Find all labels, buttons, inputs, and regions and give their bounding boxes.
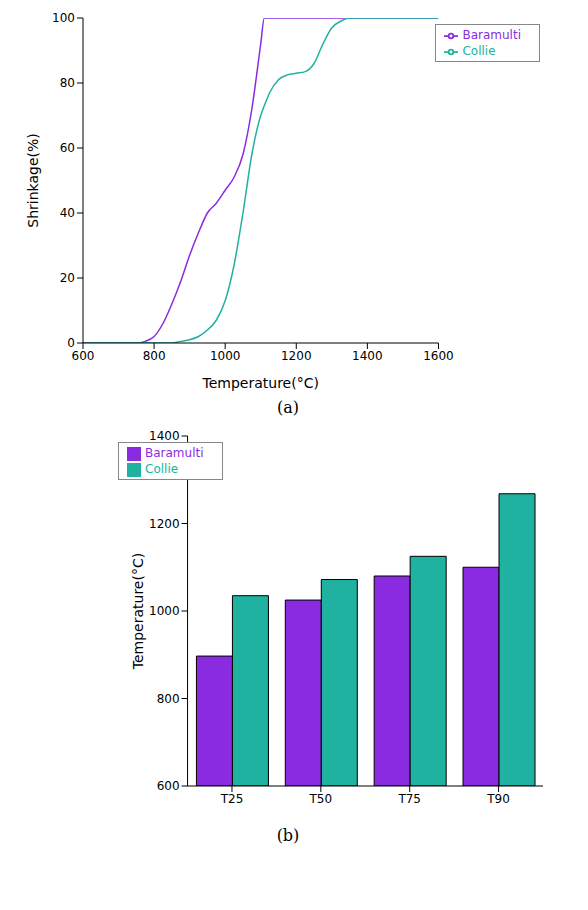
- html-text:Collie: Collie: [462, 44, 496, 58]
- svg-text:600: 600: [72, 349, 95, 363]
- svg-text:1000: 1000: [149, 604, 180, 618]
- svg-text:800: 800: [157, 692, 180, 706]
- svg-text:T50: T50: [309, 792, 333, 806]
- html-text:(a): (a): [277, 398, 299, 417]
- svg-text:20: 20: [60, 271, 75, 285]
- svg-text:Shrinkage(%): Shrinkage(%): [25, 133, 41, 227]
- svg-text:1400: 1400: [352, 349, 383, 363]
- svg-text:Temperature(°C): Temperature(°C): [202, 375, 319, 391]
- svg-text:T90: T90: [486, 792, 510, 806]
- svg-text:1600: 1600: [423, 349, 454, 363]
- svg-text:Temperature(°C): Temperature(°C): [130, 553, 146, 670]
- svg-text:1000: 1000: [210, 349, 241, 363]
- svg-text:1200: 1200: [149, 517, 180, 531]
- svg-text:1400: 1400: [149, 429, 180, 443]
- html-text:Baramulti: Baramulti: [145, 446, 204, 460]
- svg-text:T25: T25: [220, 792, 244, 806]
- svg-text:0: 0: [67, 336, 75, 350]
- svg-text:100: 100: [52, 11, 75, 25]
- html-text:Baramulti: Baramulti: [462, 28, 521, 42]
- svg-text:60: 60: [60, 141, 75, 155]
- html-text:(b): (b): [276, 826, 300, 845]
- svg-text:800: 800: [143, 349, 166, 363]
- svg-text:40: 40: [60, 206, 75, 220]
- svg-text:600: 600: [157, 779, 180, 793]
- html-text:Collie: Collie: [145, 462, 179, 476]
- svg-text:80: 80: [60, 76, 75, 90]
- svg-text:T75: T75: [397, 792, 421, 806]
- svg-text:1200: 1200: [281, 349, 312, 363]
